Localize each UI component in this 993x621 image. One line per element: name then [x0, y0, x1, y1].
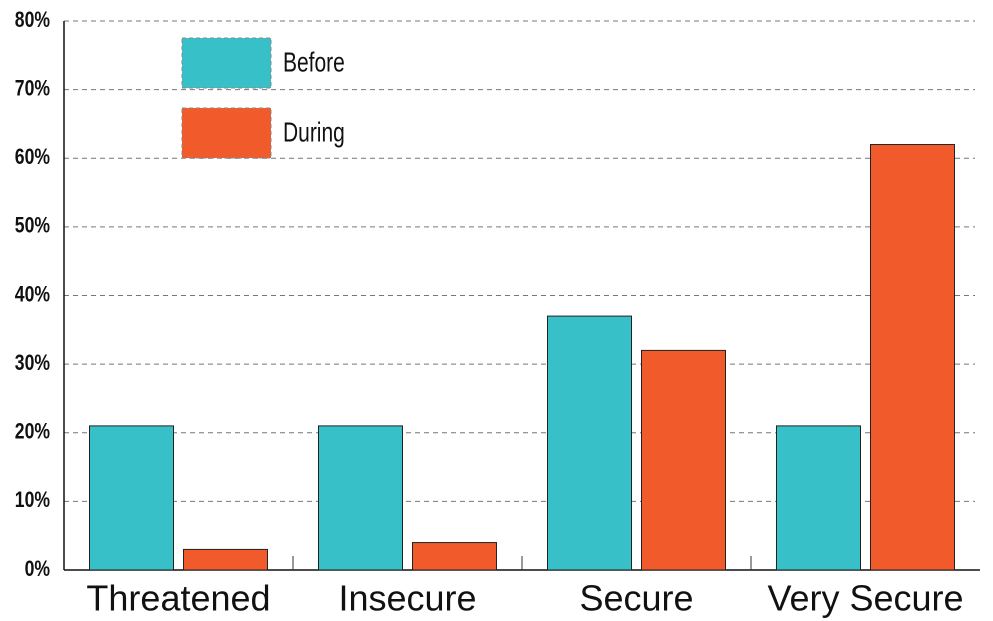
- y-tick-label: 60%: [15, 145, 50, 169]
- y-tick-label: 10%: [15, 488, 50, 512]
- bar: [89, 425, 174, 571]
- legend-label: During: [283, 118, 345, 149]
- bar: [641, 349, 726, 571]
- y-tick-label: 50%: [15, 214, 50, 238]
- bar: [318, 425, 403, 571]
- x-tick-label: Secure: [579, 578, 693, 619]
- x-tick-label: Insecure: [338, 578, 476, 619]
- legend-swatch: [181, 37, 272, 89]
- y-tick-label: 80%: [15, 8, 50, 32]
- y-tick-label: 20%: [15, 420, 50, 444]
- y-tick-label: 40%: [15, 283, 50, 307]
- y-tick-label: 70%: [15, 77, 50, 101]
- y-tick-label: 30%: [15, 351, 50, 375]
- legend-swatch: [181, 107, 272, 159]
- x-tick-label: Very Secure: [767, 578, 963, 619]
- y-tick-label: 0%: [25, 557, 51, 581]
- bar: [870, 144, 955, 571]
- bar: [547, 315, 632, 571]
- x-tick-label: Threatened: [86, 578, 270, 619]
- bar: [776, 425, 861, 571]
- legend-label: Before: [283, 48, 345, 79]
- bar: [412, 542, 497, 571]
- bar: [183, 548, 268, 571]
